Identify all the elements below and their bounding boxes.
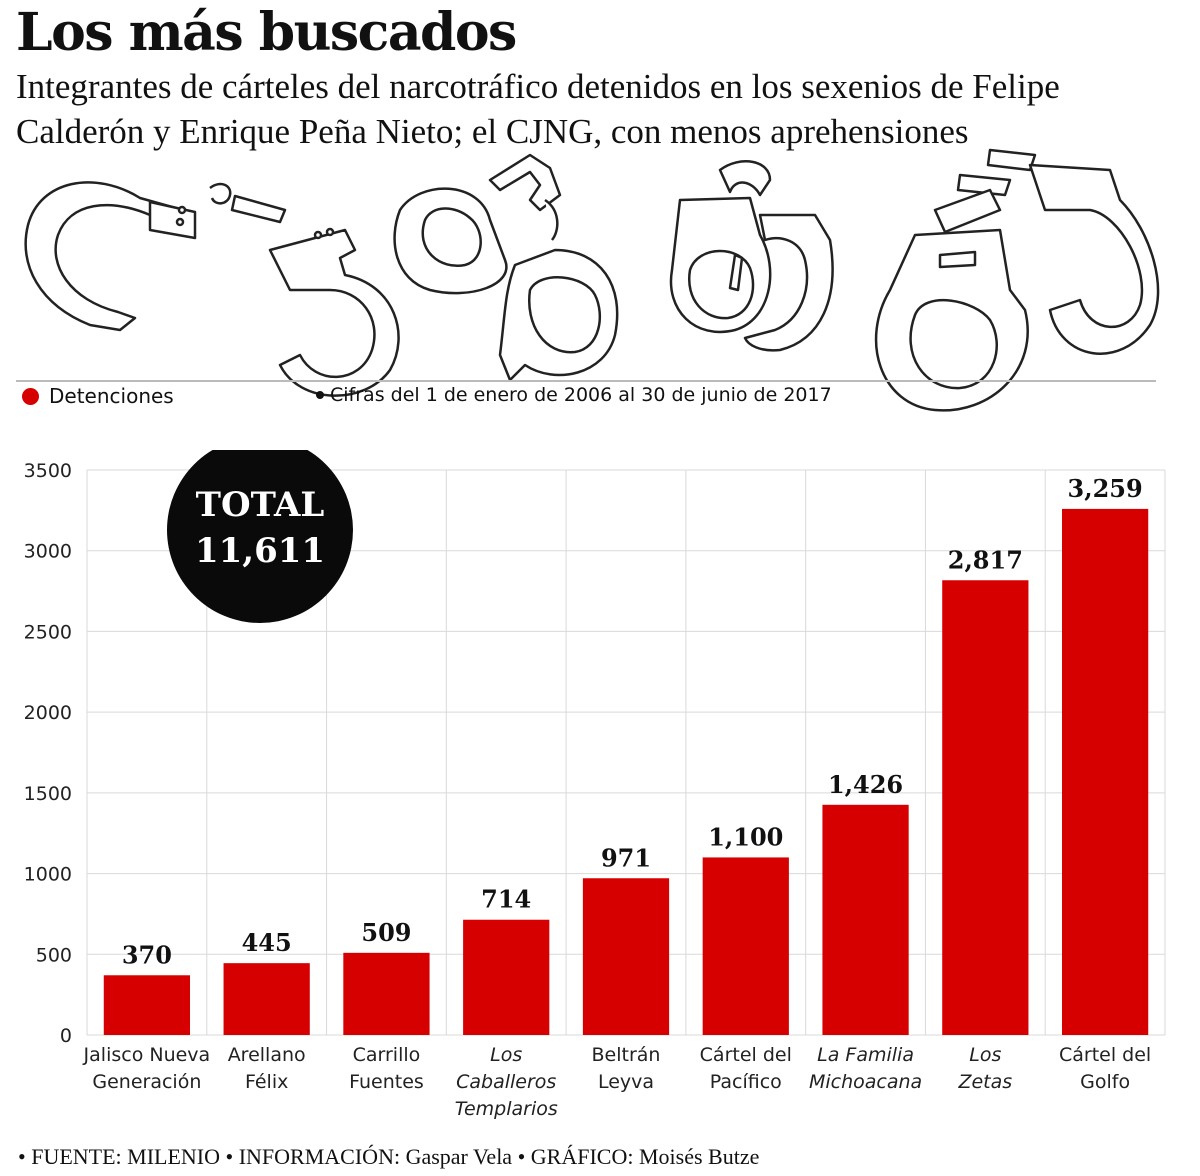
y-tick-label: 3000: [24, 541, 72, 563]
bar: [942, 580, 1029, 1035]
page-subtitle: Integrantes de cárteles del narcotráfico…: [16, 67, 1060, 151]
value-label: 1,426: [828, 770, 903, 799]
x-tick-label: Pacífico: [710, 1071, 782, 1093]
x-tick-label: Golfo: [1080, 1071, 1130, 1093]
info-value: Gaspar Vela: [405, 1144, 513, 1169]
total-circle: [167, 450, 353, 623]
x-tick-label: Zetas: [957, 1071, 1012, 1093]
y-tick-label: 1000: [24, 864, 72, 886]
footer-credits: • FUENTE: MILENIO • INFORMACIÓN: Gaspar …: [18, 1144, 759, 1170]
handcuff-icon: [393, 187, 508, 295]
handcuff-icon: [986, 148, 1037, 172]
x-tick-label: Los: [969, 1044, 1001, 1066]
legend-label: Detenciones: [49, 384, 174, 408]
x-tick-label: Fuentes: [349, 1071, 424, 1093]
y-tick-label: 3500: [24, 460, 72, 482]
value-label: 1,100: [708, 822, 783, 851]
bar: [582, 878, 670, 1035]
x-tick-label: Beltrán: [592, 1044, 661, 1066]
x-tick-label: Caballeros: [456, 1071, 556, 1093]
value-label: 2,817: [948, 545, 1023, 574]
x-tick-label: Arellano: [228, 1044, 306, 1066]
x-tick-label: Jalisco Nueva: [83, 1044, 211, 1066]
x-tick-label: Templarios: [455, 1098, 558, 1120]
handcuffs-illustration: [24, 148, 1160, 412]
bullet-icon: [316, 391, 324, 399]
source-value: MILENIO: [127, 1144, 221, 1169]
total-badge: TOTAL 11,611: [167, 450, 353, 623]
value-label: 445: [242, 928, 292, 957]
value-label: 370: [122, 940, 172, 969]
y-tick-label: 1500: [24, 783, 72, 805]
handcuff-icon: [718, 160, 772, 197]
x-tick-label: Los: [490, 1044, 522, 1066]
legend: Detenciones: [22, 384, 174, 408]
value-label: 3,259: [1068, 474, 1143, 503]
value-label: 971: [601, 843, 651, 872]
y-tick-label: 2500: [24, 621, 72, 643]
bar: [1061, 508, 1149, 1035]
handcuff-icon: [268, 228, 400, 397]
y-tick-label: 500: [36, 944, 72, 966]
value-label: 509: [361, 918, 411, 947]
source-label: • FUENTE:: [18, 1144, 122, 1169]
date-range-note: Cifras del 1 de enero de 2006 al 30 de j…: [316, 384, 832, 406]
x-tick-label: Generación: [92, 1071, 201, 1093]
page-title: Los más buscados: [16, 2, 517, 63]
value-label: 714: [481, 885, 531, 914]
bar: [702, 857, 789, 1035]
legend-swatch: [22, 387, 39, 405]
graphic-label: • GRÁFICO:: [517, 1144, 634, 1169]
x-tick-label: Cártel del: [700, 1044, 792, 1066]
date-range-text: Cifras del 1 de enero de 2006 al 30 de j…: [330, 384, 832, 406]
bar: [223, 963, 310, 1035]
bar: [822, 804, 909, 1035]
graphic-value: Moisés Butze: [638, 1144, 760, 1169]
bar: [463, 919, 550, 1035]
x-tick-label: Leyva: [598, 1071, 654, 1093]
x-tick-label: Carrillo: [353, 1044, 421, 1066]
x-tick-label: Félix: [245, 1071, 288, 1093]
info-label: • INFORMACIÓN:: [225, 1144, 401, 1169]
bar: [343, 952, 430, 1035]
x-tick-label: Cártel del: [1059, 1044, 1151, 1066]
handcuff-icon: [24, 181, 192, 332]
y-tick-label: 0: [60, 1025, 72, 1047]
x-tick-label: Michoacana: [809, 1071, 922, 1093]
x-tick-label: La Familia: [817, 1044, 914, 1066]
bar-chart: 0 500 1000 1500 2000 2500 3000 3500 370 Jalisco N…: [24, 450, 1166, 1120]
bar: [103, 975, 191, 1035]
y-tick-label: 2000: [24, 702, 72, 724]
total-label: TOTAL: [196, 485, 325, 525]
legend-divider: [16, 380, 1156, 382]
total-value: 11,611: [195, 531, 325, 571]
